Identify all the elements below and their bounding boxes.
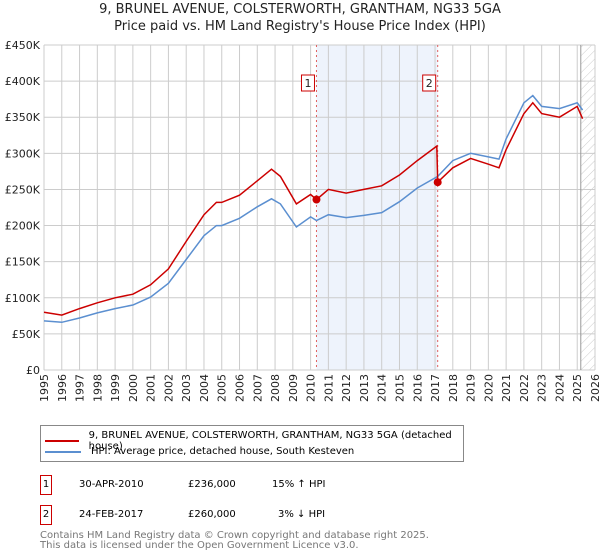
x-tick-label: 2023 bbox=[536, 374, 549, 402]
legend-property: 9, BRUNEL AVENUE, COLSTERWORTH, GRANTHAM… bbox=[88, 430, 452, 452]
sale-row: 2 24-FEB-2017 £260,000 3% ↓ HPI bbox=[40, 505, 440, 525]
y-tick-label: £350K bbox=[5, 111, 41, 124]
hpi-line-swatch bbox=[45, 450, 81, 453]
property-price-line bbox=[43, 101, 584, 316]
sale-point bbox=[312, 195, 321, 204]
sale-marker-badge: 1 bbox=[40, 475, 52, 495]
hpi-line bbox=[43, 94, 584, 324]
x-tick-label: 2024 bbox=[553, 374, 566, 402]
y-tick-label: £400K bbox=[5, 75, 41, 88]
footer-line-1: Contains HM Land Registry data © Crown c… bbox=[40, 530, 429, 541]
x-tick-label: 2009 bbox=[287, 374, 300, 402]
legend-hpi: HPI: Average price, detached house, Sout… bbox=[91, 446, 355, 457]
sale-label-box bbox=[422, 74, 437, 92]
x-tick-label: 1997 bbox=[74, 374, 87, 402]
y-tick-label: £200K bbox=[5, 220, 41, 233]
sale-marker-badge: 2 bbox=[40, 505, 52, 525]
x-tick-label: 2008 bbox=[269, 374, 282, 402]
x-tick-label: 2001 bbox=[145, 374, 158, 402]
footer: Contains HM Land Registry data © Crown c… bbox=[40, 531, 429, 551]
x-tick-label: 2004 bbox=[198, 374, 211, 402]
sale-price: £236,000 bbox=[188, 479, 236, 490]
y-tick-label: £50K bbox=[12, 328, 41, 341]
legend: 9, BRUNEL AVENUE, COLSTERWORTH, GRANTHAM… bbox=[40, 425, 464, 462]
sale-point bbox=[433, 178, 442, 187]
y-tick-label: £0 bbox=[26, 364, 40, 377]
x-tick-label: 1996 bbox=[56, 374, 69, 402]
x-tick-label: 2014 bbox=[376, 374, 389, 402]
x-tick-label: 2012 bbox=[340, 374, 353, 402]
sale-period-shading bbox=[316, 45, 438, 370]
y-tick-label: £150K bbox=[5, 256, 41, 269]
price-chart: £0 £50K £100K £150K £200K £250K £300K £350K £400… bbox=[5, 39, 600, 402]
x-tick-label: 2019 bbox=[465, 374, 478, 402]
x-tick-label: 2005 bbox=[216, 374, 229, 402]
x-tick-label: 2007 bbox=[251, 374, 264, 402]
x-tick-label: 2015 bbox=[393, 374, 406, 402]
x-tick-label: 2013 bbox=[358, 374, 371, 402]
x-tick-label: 2020 bbox=[482, 374, 495, 402]
x-tick-label: 2016 bbox=[411, 374, 424, 402]
x-tick-label: 1998 bbox=[91, 374, 104, 402]
x-tick-label: 2026 bbox=[589, 374, 600, 402]
y-tick-label: £100K bbox=[5, 292, 41, 305]
x-tick-label: 1999 bbox=[109, 374, 122, 402]
sale-label: 1 bbox=[304, 77, 311, 90]
footer-line-2: This data is licensed under the Open Gov… bbox=[40, 540, 359, 551]
property-line-swatch bbox=[45, 440, 79, 442]
x-tick-label: 2025 bbox=[571, 374, 584, 402]
y-tick-label: £250K bbox=[5, 183, 41, 196]
x-tick-label: 2006 bbox=[234, 374, 247, 402]
y-tick-label: £300K bbox=[5, 147, 41, 160]
x-tick-label: 2003 bbox=[180, 374, 193, 402]
sale-label: 2 bbox=[426, 77, 433, 90]
sale-label-box bbox=[300, 74, 315, 92]
x-tick-label: 2018 bbox=[447, 374, 460, 402]
x-tick-label: 1995 bbox=[38, 374, 51, 402]
sale-price: £260,000 bbox=[188, 509, 236, 520]
sale-date: 30-APR-2010 bbox=[79, 479, 144, 490]
x-tick-label: 2011 bbox=[322, 374, 335, 402]
x-tick-label: 2000 bbox=[127, 374, 140, 402]
sale-hpi-diff: 15% ↑ HPI bbox=[272, 479, 326, 490]
x-tick-label: 2002 bbox=[162, 374, 175, 402]
x-tick-label: 2017 bbox=[429, 374, 442, 402]
y-tick-label: £450K bbox=[5, 39, 41, 52]
x-tick-label: 2021 bbox=[500, 374, 513, 402]
x-tick-label: 2010 bbox=[305, 374, 318, 402]
chart-subtitle: Price paid vs. HM Land Registry's House … bbox=[114, 19, 486, 34]
sale-row: 1 30-APR-2010 £236,000 15% ↑ HPI bbox=[40, 475, 440, 495]
sale-hpi-diff: 3% ↓ HPI bbox=[278, 509, 326, 520]
sale-date: 24-FEB-2017 bbox=[79, 509, 144, 520]
x-tick-label: 2022 bbox=[518, 374, 531, 402]
forecast-hatch bbox=[580, 45, 595, 370]
chart-title: 9, BRUNEL AVENUE, COLSTERWORTH, GRANTHAM… bbox=[99, 2, 501, 17]
